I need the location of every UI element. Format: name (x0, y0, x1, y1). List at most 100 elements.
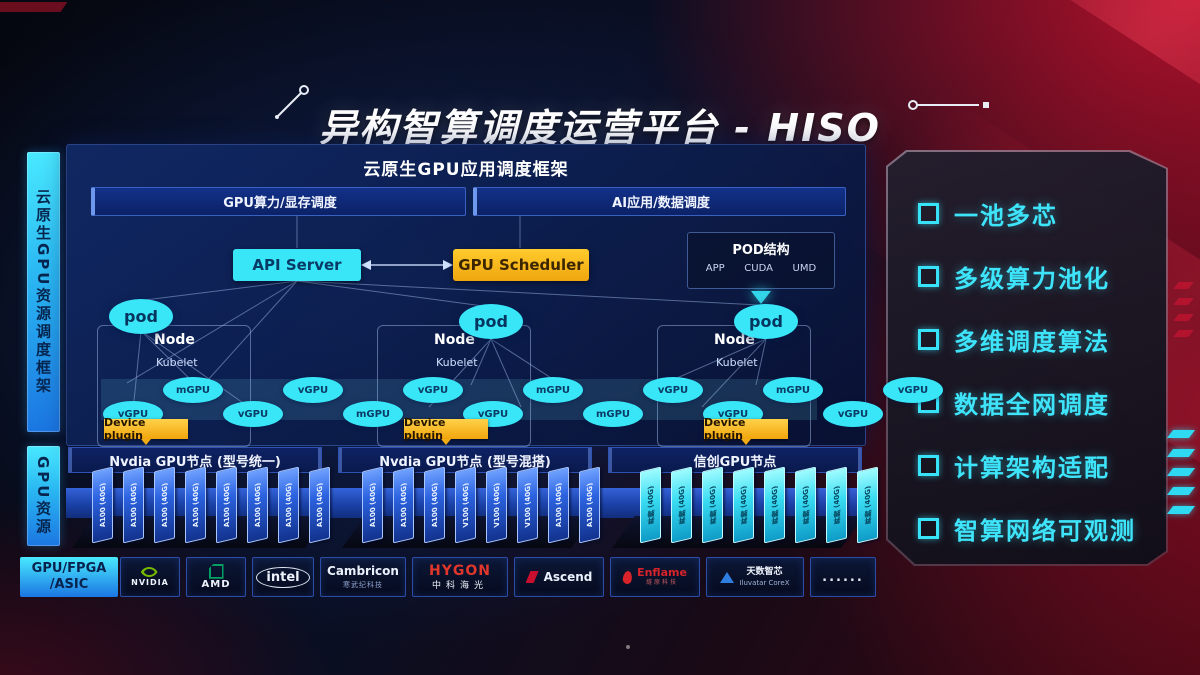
feature-label: 数据全网调度 (954, 391, 1110, 419)
vendor-name: Ascend (543, 570, 593, 584)
feature-label: 多级算力池化 (954, 265, 1110, 293)
feature-label: 多维调度算法 (954, 328, 1110, 356)
node-box-2: Node Kubelet (377, 325, 531, 447)
hardware-types-line1: GPU/FPGA (31, 560, 107, 576)
vendor-subtitle: 寒武纪科技 (343, 580, 383, 589)
gpu-card: A100 (40G) (393, 466, 414, 544)
gpu-slice-oval: mGPU (343, 401, 403, 427)
square-bullet-icon (918, 203, 939, 224)
framework-panel: 云原生GPU应用调度框架 GPU算力/显存调度 AI应用/数据调度 API Se… (66, 144, 943, 447)
pod-oval: pod (734, 304, 798, 339)
nvidia-eye-icon (140, 567, 158, 578)
vendor-intel: intel (252, 557, 314, 597)
feature-item: 多维调度算法 (888, 308, 1166, 371)
device-plugin-box: Device plugin (404, 416, 488, 445)
api-server-box: API Server (233, 249, 361, 281)
lane-gpu-compute: GPU算力/显存调度 (91, 187, 466, 216)
vendor-ascend: Ascend (514, 557, 604, 597)
vendor-cambricon: Cambricon 寒武纪科技 (320, 557, 406, 597)
framework-title: 云原生GPU应用调度框架 (363, 160, 569, 180)
vendor-iluvatar: 天数智芯 Iluvatar CoreX (706, 557, 804, 597)
kubelet-label: Kubelet (436, 356, 478, 369)
gpu-card: 昇腾 (40G) (640, 466, 661, 544)
gpu-slice-oval: vGPU (883, 377, 943, 403)
vendor-hygon: HYGON 中科海光 (412, 557, 508, 597)
pod-structure-box: POD结构 APP CUDA UMD (687, 232, 835, 289)
flame-icon (622, 569, 633, 585)
pod-structure-arrow-icon (751, 291, 771, 304)
node-group-title-1: Nvdia GPU节点 (型号统一) (68, 447, 322, 473)
vendor-name: AMD (201, 578, 231, 590)
vendor-name: HYGON (429, 562, 491, 579)
pod-structure-layers: APP CUDA UMD (688, 263, 834, 274)
gpu-card-stack-1: A100 (40G) A100 (40G) A100 (40G) A100 (40G)… (92, 466, 330, 551)
ellipsis-label: ...... (822, 569, 864, 585)
gpu-card-stack-2: A100 (40G) A100 (40G) A100 (40G) V100 (40G)… (362, 466, 600, 551)
gpu-slice-oval: vGPU (643, 377, 703, 403)
vendor-more: ...... (810, 557, 876, 597)
node-label: Node (434, 332, 475, 348)
gpu-card: A100 (40G) (278, 466, 299, 544)
gpu-card: 昇腾 (40G) (764, 466, 785, 544)
pod-oval: pod (109, 299, 173, 334)
vendor-logo-row: NVIDIA AMD intel Cambricon 寒武纪科技 HYGON 中… (120, 557, 876, 597)
amd-arrow-icon (208, 563, 224, 579)
vendor-name: Enflame (637, 565, 687, 579)
gpu-slice-oval: vGPU (283, 377, 343, 403)
pod-layer-cuda: CUDA (744, 263, 773, 274)
gpu-slice-oval: mGPU (763, 377, 823, 403)
gpu-card: A100 (40G) (424, 466, 445, 544)
pod-layer-umd: UMD (792, 263, 817, 274)
red-hazard-stripes (1173, 282, 1194, 346)
gpu-card: A100 (40G) (185, 466, 206, 544)
feature-label: 一池多芯 (954, 202, 1058, 230)
vendor-name: 天数智芯 (746, 567, 783, 578)
feature-panel: 一池多芯 多级算力池化 多维调度算法 数据全网调度 计算架构适配 智算网络可观测 (888, 152, 1166, 564)
gpu-scheduler-box: GPU Scheduler (453, 249, 589, 281)
feature-label: 计算架构适配 (954, 454, 1110, 482)
square-bullet-icon (918, 518, 939, 539)
gpu-card: A100 (40G) (362, 466, 383, 544)
hardware-types-line2: /ASIC (49, 577, 89, 592)
gpu-card: 昇腾 (40G) (702, 466, 723, 544)
gpu-card-stack-3: 昇腾 (40G) 昇腾 (40G) 昇腾 (40G) 昇腾 (40G) 昇腾 (40G)… (640, 466, 878, 551)
decor-dot (626, 645, 630, 649)
feature-item: 一池多芯 (888, 182, 1166, 245)
feature-label: 智算网络可观测 (954, 517, 1136, 545)
gpu-card: 昇腾 (40G) (795, 466, 816, 544)
feature-item: 计算架构适配 (888, 434, 1166, 497)
square-bullet-icon (918, 455, 939, 476)
square-bullet-icon (918, 266, 939, 287)
gpu-slice-oval: mGPU (523, 377, 583, 403)
gpu-slice-oval: vGPU (823, 401, 883, 427)
cyan-hazard-stripes (1166, 430, 1196, 525)
kubelet-label: Kubelet (716, 356, 758, 369)
vendor-name: Cambricon (327, 564, 399, 579)
hardware-types-box: GPU/FPGA /ASIC (20, 557, 118, 597)
vendor-nvidia: NVIDIA (120, 557, 180, 597)
vendor-subtitle: 燧原科技 (645, 579, 678, 587)
gpu-card: A100 (40G) (123, 466, 144, 544)
gpu-card: A100 (40G) (92, 466, 113, 544)
gpu-card: 昇腾 (40G) (733, 466, 754, 544)
vendor-subtitle: 中科海光 (431, 580, 488, 591)
corner-accent (0, 2, 68, 12)
node-label: Node (714, 332, 755, 348)
node-label: Node (154, 332, 195, 348)
circuit-decoration-right (908, 100, 989, 110)
feature-item: 数据全网调度 (888, 371, 1166, 434)
gpu-card: 昇腾 (40G) (857, 466, 878, 544)
gpu-card: 昇腾 (40G) (826, 466, 847, 544)
vendor-amd: AMD (186, 557, 246, 597)
left-rail-framework-label: 云原生GPU资源调度框架 (27, 152, 60, 432)
node-box-1: Node Kubelet (97, 325, 251, 447)
device-plugin-box: Device plugin (704, 416, 788, 445)
gpu-card: A100 (40G) (154, 466, 175, 544)
pod-structure-title: POD结构 (732, 243, 790, 258)
gpu-card: A100 (40G) (548, 466, 569, 544)
ascend-triangle-icon (525, 571, 539, 583)
intel-oval-logo: intel (256, 566, 310, 588)
gpu-slice-oval: mGPU (583, 401, 643, 427)
circuit-decoration-left (275, 85, 309, 119)
